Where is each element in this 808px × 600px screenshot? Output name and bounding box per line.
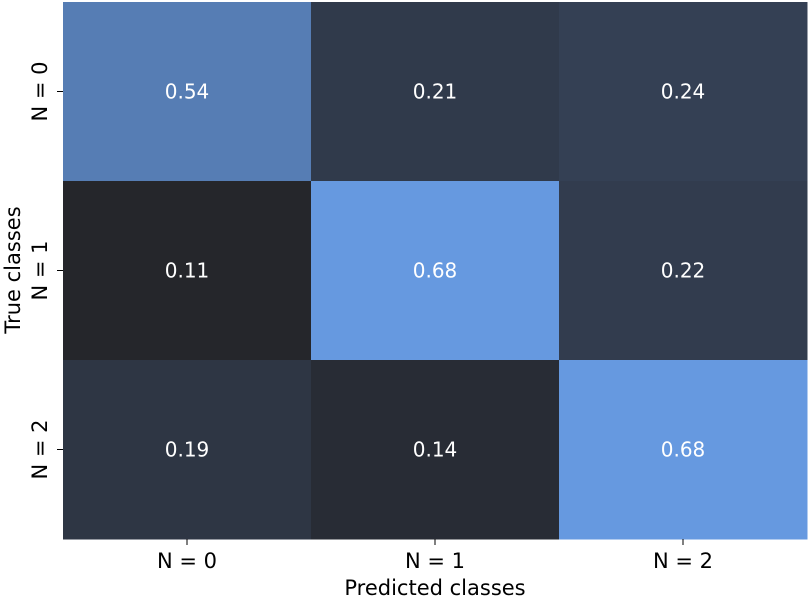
y-tick-label: N = 1 bbox=[28, 240, 52, 300]
y-axis-label: True classes bbox=[1, 206, 25, 334]
heatmap-cell-value-r1-c2: 0.22 bbox=[661, 259, 706, 283]
y-tick-label: N = 0 bbox=[28, 61, 52, 121]
heatmap-cell-value-r0-c0: 0.54 bbox=[165, 80, 210, 104]
heatmap-cell-value-r2-c2: 0.68 bbox=[661, 438, 706, 462]
heatmap-cell-r1-c0 bbox=[63, 181, 312, 361]
heatmap-cell-r1-c1 bbox=[311, 181, 560, 361]
y-axis-ticks: N = 0 N = 1 N = 2 bbox=[28, 61, 63, 480]
heatmap-cell-value-r2-c0: 0.19 bbox=[165, 438, 210, 462]
heatmap-cell-value-r1-c0: 0.11 bbox=[165, 259, 210, 283]
x-tick-label: N = 1 bbox=[405, 549, 465, 573]
heatmap-cell-labels: 0.54 0.21 0.24 0.11 0.68 0.22 0.19 0.14 0.68 bbox=[165, 80, 706, 462]
x-tick-label: N = 0 bbox=[157, 549, 217, 573]
heatmap-cell-value-r1-c1: 0.68 bbox=[413, 259, 458, 283]
x-axis-label: Predicted classes bbox=[344, 576, 525, 600]
heatmap-cells bbox=[63, 2, 808, 540]
x-axis-ticks: N = 0 N = 1 N = 2 bbox=[157, 539, 713, 573]
heatmap-cell-r0-c1 bbox=[311, 2, 560, 182]
heatmap-cell-value-r2-c1: 0.14 bbox=[413, 438, 458, 462]
heatmap-cell-r0-c2 bbox=[559, 2, 808, 182]
heatmap-cell-r1-c2 bbox=[559, 181, 808, 361]
y-tick-label: N = 2 bbox=[28, 419, 52, 479]
heatmap-cell-r2-c1 bbox=[311, 360, 560, 540]
heatmap-cell-r0-c0 bbox=[63, 2, 312, 182]
heatmap-cell-value-r0-c1: 0.21 bbox=[413, 80, 458, 104]
heatmap-cell-value-r0-c2: 0.24 bbox=[661, 80, 706, 104]
x-tick-label: N = 2 bbox=[653, 549, 713, 573]
heatmap-cell-r2-c0 bbox=[63, 360, 312, 540]
heatmap-cell-r2-c2 bbox=[559, 360, 808, 540]
